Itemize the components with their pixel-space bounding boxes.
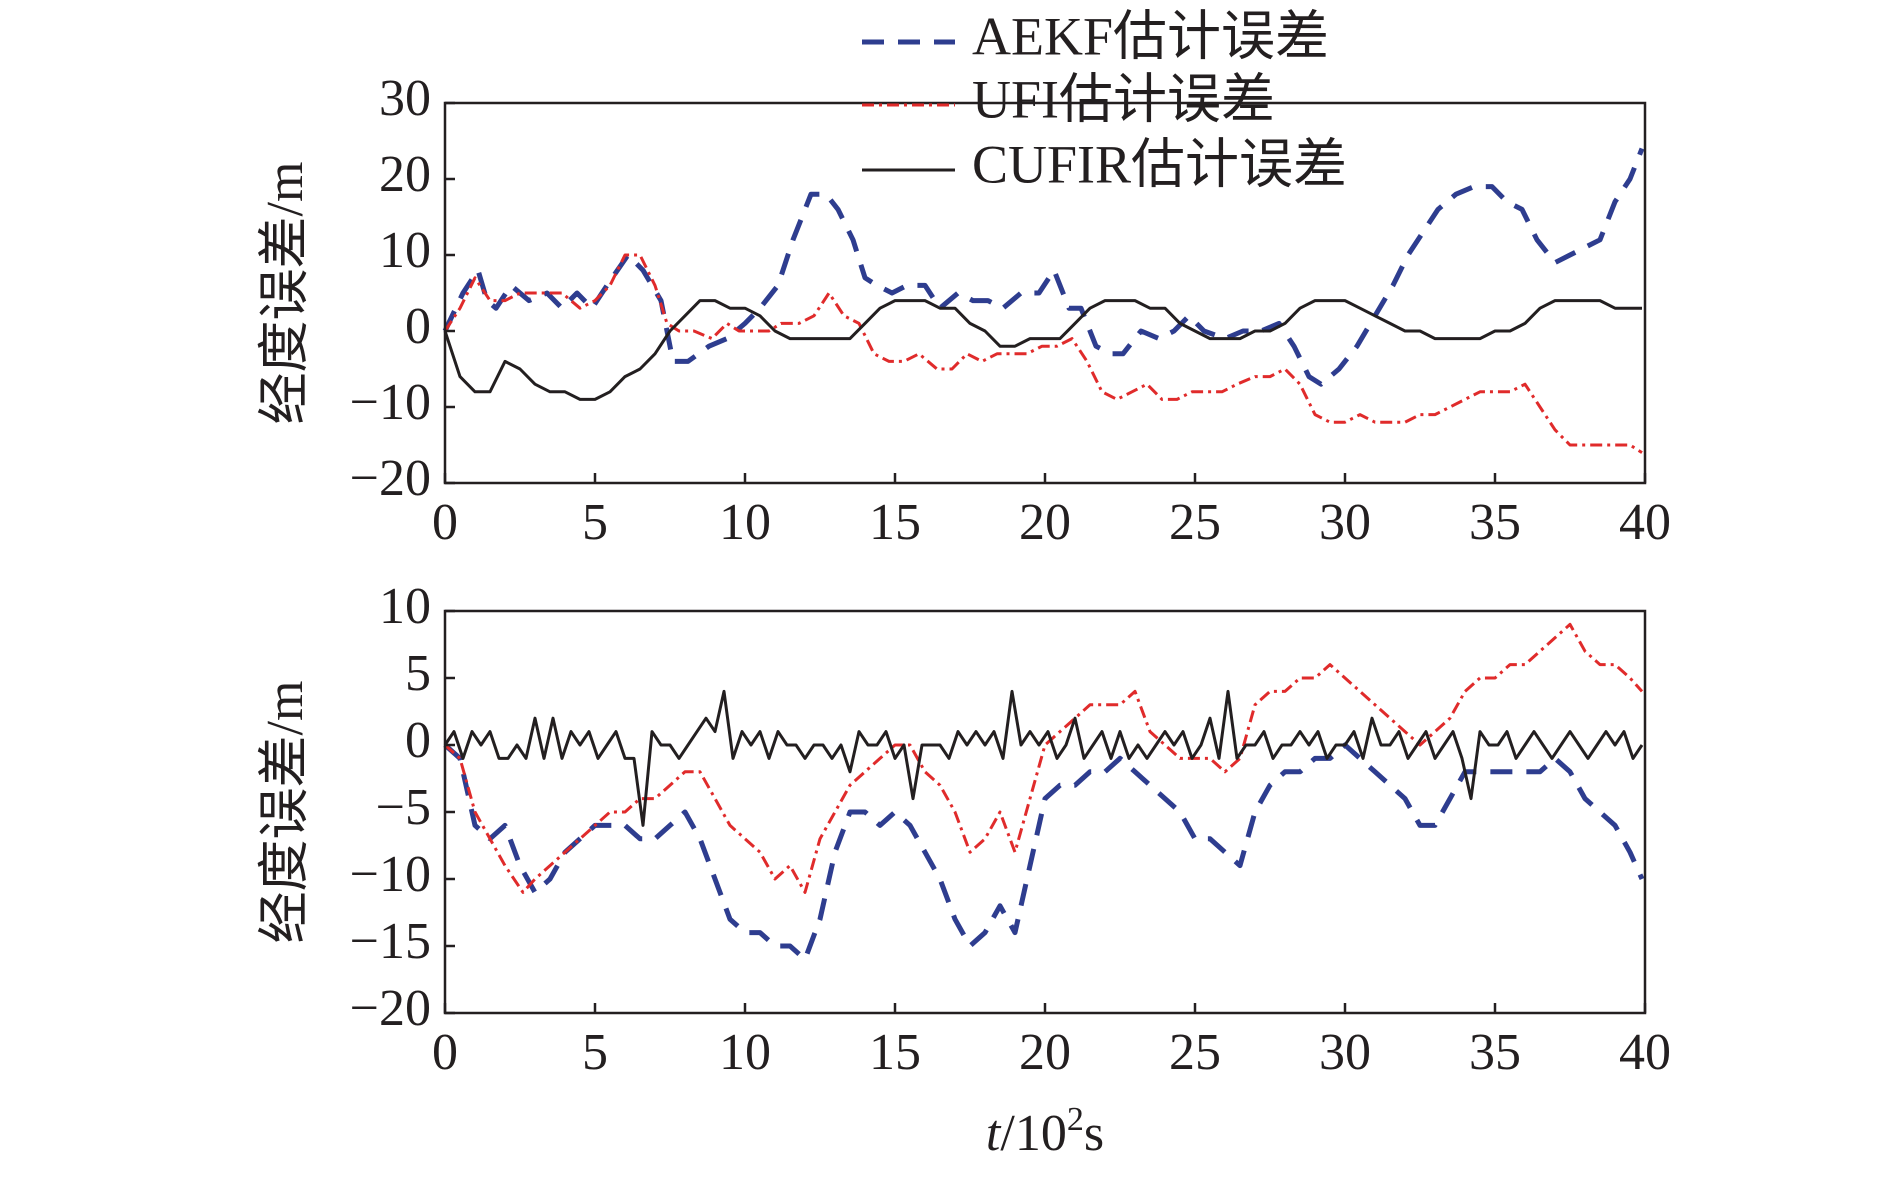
top-series-line-aekf <box>442 147 1645 387</box>
top-chart-panel: 0 5 10 15 20 25 30 35 40 −20 −10 0 10 20 30 经度误差/m <box>257 70 1671 551</box>
bottom-y-tick-label: 5 <box>405 645 431 702</box>
bottom-y-tick-label: −20 <box>350 980 431 1037</box>
bottom-x-tick-label: 35 <box>1469 1024 1521 1081</box>
top-x-tick-label: 10 <box>719 494 771 551</box>
top-x-tick-label: 25 <box>1169 494 1221 551</box>
top-series-layer <box>442 147 1645 454</box>
legend-label-ufi: UFI估计误差 <box>972 69 1275 129</box>
bottom-x-tick-label: 20 <box>1019 1024 1071 1081</box>
top-y-tick-label: 20 <box>379 146 431 203</box>
legend-label-aekf: AEKF估计误差 <box>972 6 1329 66</box>
bottom-y-tick-label: 10 <box>379 578 431 635</box>
bottom-y-axis-title: 经度误差/m <box>257 681 314 944</box>
bottom-series-line-cufir <box>443 689 1644 827</box>
legend-item-cufir: CUFIR估计误差 <box>862 134 1347 194</box>
top-series-line-ufi <box>443 253 1643 454</box>
bottom-x-tick-label: 15 <box>869 1024 921 1081</box>
bottom-y-tick-label: −15 <box>350 913 431 970</box>
bottom-y-tick-label: −10 <box>350 846 431 903</box>
bottom-x-tick-label: 40 <box>1619 1024 1671 1081</box>
bottom-ticks-layer: 0 5 10 15 20 25 30 35 40 −20 −15 −10 −5 0 5 10 <box>350 578 1671 1081</box>
top-x-tick-label: 15 <box>869 494 921 551</box>
legend-item-ufi: UFI估计误差 <box>862 69 1275 129</box>
top-y-tick-label: −20 <box>350 450 431 507</box>
legend: AEKF估计误差 UFI估计误差 CUFIR估计误差 <box>862 6 1347 194</box>
top-series-line-cufir <box>443 299 1642 401</box>
top-x-tick-label: 35 <box>1469 494 1521 551</box>
top-x-tick-label: 40 <box>1619 494 1671 551</box>
bottom-y-tick-label: 0 <box>405 712 431 769</box>
legend-label-cufir: CUFIR估计误差 <box>972 134 1347 194</box>
bottom-y-tick-label: −5 <box>376 779 431 836</box>
top-x-tick-label: 5 <box>582 494 608 551</box>
x-axis-title-variable: t <box>986 1105 1002 1162</box>
bottom-x-tick-label: 10 <box>719 1024 771 1081</box>
top-ticks-layer: 0 5 10 15 20 25 30 35 40 −20 −10 0 10 20 30 <box>350 70 1671 551</box>
legend-item-aekf: AEKF估计误差 <box>862 6 1329 66</box>
bottom-series-line-aekf <box>443 742 1645 962</box>
bottom-x-tick-label: 0 <box>432 1024 458 1081</box>
top-x-tick-label: 20 <box>1019 494 1071 551</box>
top-y-tick-label: 30 <box>379 70 431 127</box>
top-x-tick-label: 30 <box>1319 494 1371 551</box>
x-axis-title: t/102s <box>986 1101 1104 1162</box>
top-x-tick-label: 0 <box>432 494 458 551</box>
bottom-x-tick-label: 5 <box>582 1024 608 1081</box>
top-y-axis-title: 经度误差/m <box>257 162 314 425</box>
bottom-chart-panel: 0 5 10 15 20 25 30 35 40 −20 −15 −10 −5 0 5 10 经度误差/m <box>257 578 1671 1081</box>
top-y-tick-label: 10 <box>379 222 431 279</box>
top-y-tick-label: 0 <box>405 298 431 355</box>
bottom-series-layer <box>443 622 1645 962</box>
bottom-x-tick-label: 25 <box>1169 1024 1221 1081</box>
top-y-tick-label: −10 <box>350 374 431 431</box>
bottom-x-tick-label: 30 <box>1319 1024 1371 1081</box>
x-axis-title-unit: s <box>1084 1105 1104 1162</box>
x-axis-title-exponent: 2 <box>1067 1101 1084 1138</box>
x-axis-title-scale: /10 <box>1000 1105 1066 1162</box>
